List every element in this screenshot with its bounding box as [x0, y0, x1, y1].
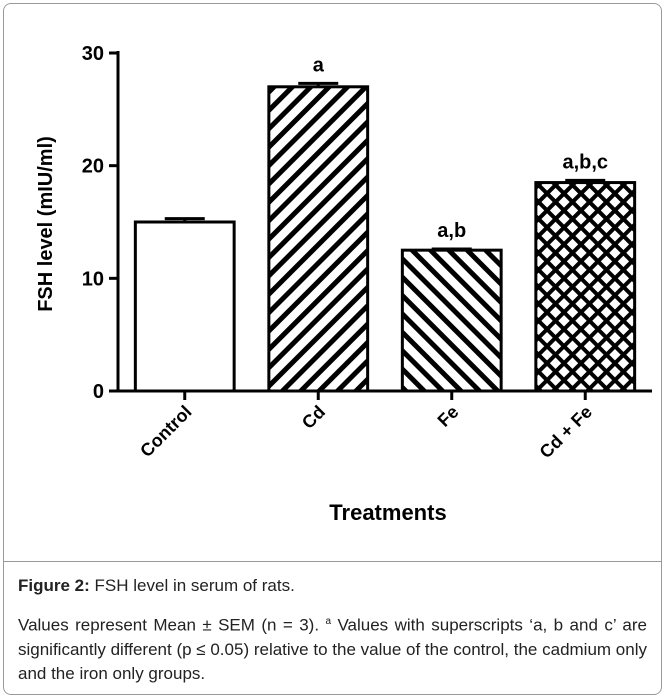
significance-label: a,b,c — [562, 151, 608, 173]
caption-label: Figure 2: — [18, 576, 90, 595]
x-axis-title: Treatments — [329, 500, 446, 525]
y-tick-label: 20 — [82, 156, 104, 178]
bar — [133, 220, 236, 393]
x-tick-label: Cd — [298, 402, 329, 433]
caption-note: Values represent Mean ± SEM (n = 3). a V… — [18, 610, 647, 686]
bar — [267, 85, 370, 393]
y-axis-title: FSH level (mIU/ml) — [35, 136, 57, 312]
bar — [534, 181, 637, 393]
caption-title: Figure 2: FSH level in serum of rats. — [18, 574, 647, 598]
caption: Figure 2: FSH level in serum of rats. Va… — [4, 561, 661, 686]
x-tick-label: Cd + Fe — [536, 402, 596, 462]
y-tick-label: 10 — [82, 268, 104, 290]
y-tick-label: 30 — [82, 43, 104, 65]
bar — [400, 248, 503, 393]
note-text: Values with superscripts ‘a, b and c’ ar… — [18, 615, 647, 683]
significance-label: a,b — [437, 220, 466, 242]
note-superscript: a — [325, 616, 332, 627]
figure: FSH level (mIU/ml) Treatments 0 10 20 30 Con… — [3, 3, 662, 695]
y-tick-label: 0 — [93, 381, 104, 403]
x-tick-label: Control — [136, 402, 195, 461]
note-text: Values represent Mean ± SEM (n = 3). — [18, 615, 320, 635]
x-tick-label: Fe — [434, 402, 463, 431]
significance-label: a — [313, 54, 325, 76]
caption-text: FSH level in serum of rats. — [94, 576, 295, 595]
chart: FSH level (mIU/ml) Treatments 0 10 20 30 Con… — [35, 43, 652, 525]
